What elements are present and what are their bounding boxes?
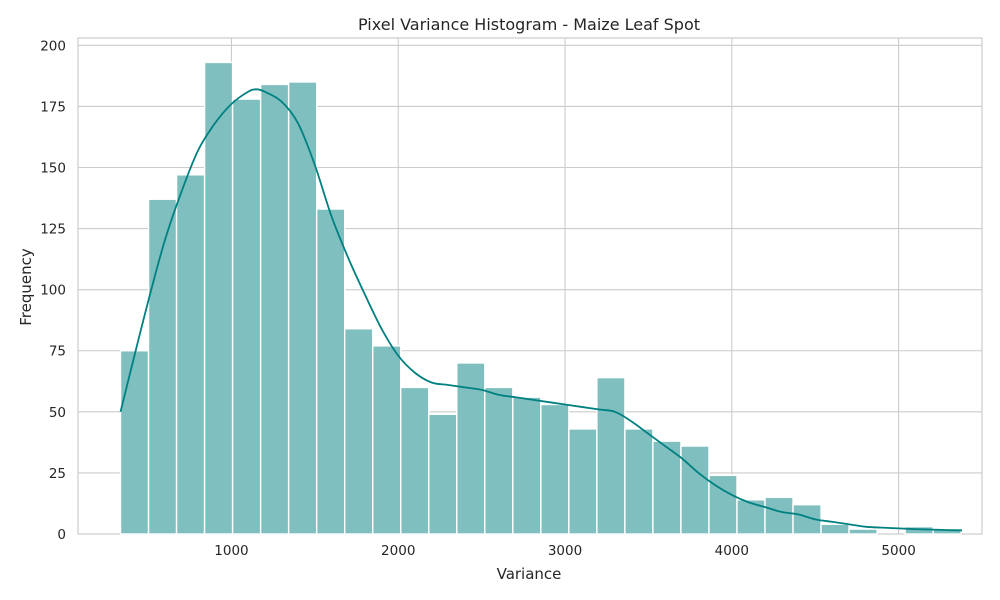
y-tick-label: 50 (49, 405, 66, 421)
histogram-bar (820, 523, 850, 535)
x-tick-label: 1000 (214, 543, 248, 559)
x-tick-label: 2000 (381, 543, 415, 559)
histogram-bar (624, 428, 654, 535)
x-tick-labels: 1000 2000 3000 4000 5000 (214, 543, 916, 559)
histogram-bar (343, 328, 374, 535)
histogram-bars (119, 61, 962, 535)
y-tick-label: 150 (40, 160, 66, 176)
kde-curve-group (119, 88, 963, 532)
kde-line (119, 88, 963, 532)
y-tick-label: 125 (40, 222, 66, 238)
x-axis-label: Variance (497, 565, 562, 583)
histogram-bar (736, 499, 766, 535)
y-tick-label: 75 (49, 344, 66, 360)
histogram-bar (540, 403, 570, 535)
y-tick-label: 200 (40, 38, 66, 54)
histogram-bar (680, 445, 710, 535)
x-tick-label: 4000 (715, 543, 749, 559)
histogram-bar (315, 208, 346, 535)
histogram-bar (456, 362, 486, 535)
y-tick-labels: 0 25 50 75 100 125 150 175 200 (40, 38, 66, 543)
histogram-bar (764, 496, 794, 535)
histogram-bar (400, 386, 430, 535)
y-axis-label: Frequency (17, 248, 35, 326)
y-tick-label: 0 (57, 527, 66, 543)
histogram-bar (512, 396, 542, 535)
histogram-bar (652, 440, 682, 535)
histogram-bar (231, 98, 262, 535)
histogram-bar (932, 528, 962, 535)
x-tick-label: 5000 (881, 543, 915, 559)
histogram-bar (428, 413, 458, 535)
histogram-bar (596, 376, 626, 535)
histogram-bar (848, 528, 878, 535)
chart-title: Pixel Variance Histogram - Maize Leaf Sp… (358, 15, 700, 34)
histogram-bar (372, 345, 402, 535)
histogram-bar (287, 81, 318, 535)
y-tick-label: 100 (40, 283, 66, 299)
histogram-bar (568, 428, 598, 535)
x-tick-label: 3000 (548, 543, 582, 559)
histogram-bar (119, 350, 150, 535)
histogram-bar (484, 386, 514, 535)
y-tick-label: 175 (40, 99, 66, 115)
y-tick-label: 25 (49, 466, 66, 482)
histogram-bar (259, 83, 290, 535)
histogram-bar (175, 174, 206, 535)
